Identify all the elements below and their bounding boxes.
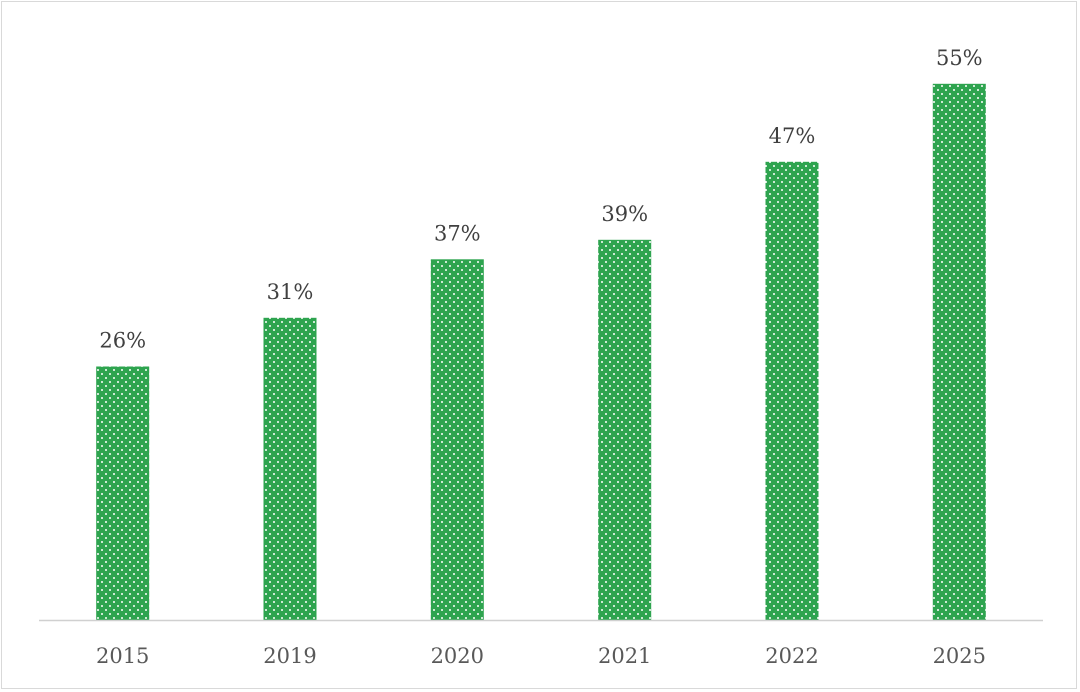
bar-2022 xyxy=(765,161,819,621)
data-label-2020: 37% xyxy=(434,221,481,245)
bar-2015 xyxy=(96,366,150,620)
x-tick-label-2019: 2019 xyxy=(263,644,316,668)
x-tick-label-2025: 2025 xyxy=(933,644,986,668)
bar-2020 xyxy=(430,259,484,621)
bar-2021 xyxy=(598,239,652,621)
data-label-2015: 26% xyxy=(99,329,146,353)
data-label-2025: 55% xyxy=(936,46,983,70)
x-tick-label-2015: 2015 xyxy=(96,644,149,668)
data-label-2019: 31% xyxy=(267,280,314,304)
x-axis-ticks: 2015 2019 2020 2021 2022 2025 xyxy=(96,644,986,668)
labels-layer: 26% 31% 37% 39% 47% 55% xyxy=(99,46,982,353)
x-tick-label-2021: 2021 xyxy=(598,644,651,668)
x-tick-label-2022: 2022 xyxy=(765,644,818,668)
data-label-2021: 39% xyxy=(601,202,648,226)
bar-2025 xyxy=(932,83,986,621)
data-label-2022: 47% xyxy=(769,124,816,148)
bar-2019 xyxy=(263,317,317,621)
bars-layer xyxy=(96,83,986,621)
x-tick-label-2020: 2020 xyxy=(431,644,484,668)
